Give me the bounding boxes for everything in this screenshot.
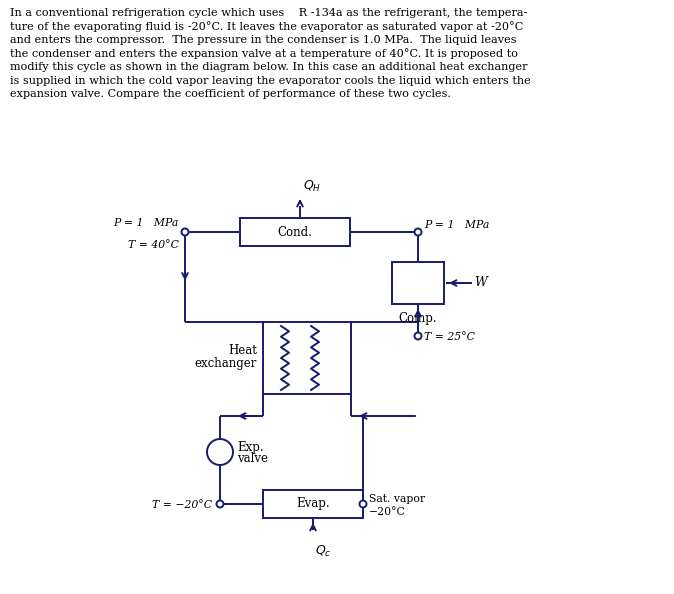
Text: Exp.: Exp. xyxy=(237,441,264,453)
Text: Cond.: Cond. xyxy=(278,226,313,239)
Text: Sat. vapor: Sat. vapor xyxy=(369,494,425,504)
Text: T = −20°C: T = −20°C xyxy=(152,500,212,510)
Text: Evap.: Evap. xyxy=(296,498,330,510)
Text: modify this cycle as shown in the diagram below. In this case an additional heat: modify this cycle as shown in the diagra… xyxy=(10,62,528,72)
Circle shape xyxy=(216,501,224,507)
Circle shape xyxy=(207,439,233,465)
Text: Comp.: Comp. xyxy=(399,312,437,325)
Text: In a conventional refrigeration cycle which uses    R -134a as the refrigerant, : In a conventional refrigeration cycle wh… xyxy=(10,8,527,18)
Text: and enters the compressor.  The pressure in the condenser is 1.0 MPa.  The liqui: and enters the compressor. The pressure … xyxy=(10,35,516,45)
Text: is supplied in which the cold vapor leaving the evaporator cools the liquid whic: is supplied in which the cold vapor leav… xyxy=(10,75,530,86)
Text: $Q_H$: $Q_H$ xyxy=(303,179,321,194)
Bar xyxy=(392,262,444,304)
Text: T = 25°C: T = 25°C xyxy=(424,332,475,342)
Text: exchanger: exchanger xyxy=(195,358,257,371)
Text: ture of the evaporating fluid is -20°C. It leaves the evaporator as saturated va: ture of the evaporating fluid is -20°C. … xyxy=(10,21,524,33)
Bar xyxy=(263,490,363,518)
Text: expansion valve. Compare the coefficient of performance of these two cycles.: expansion valve. Compare the coefficient… xyxy=(10,89,451,99)
Text: the condenser and enters the expansion valve at a temperature of 40°C. It is pro: the condenser and enters the expansion v… xyxy=(10,49,518,59)
Text: P = 1   MPa: P = 1 MPa xyxy=(114,218,179,228)
Bar xyxy=(263,322,351,394)
Circle shape xyxy=(181,229,189,235)
Text: Heat: Heat xyxy=(228,343,257,356)
Circle shape xyxy=(415,333,421,340)
Bar xyxy=(240,218,350,246)
Text: W: W xyxy=(474,276,487,289)
Text: P = 1   MPa: P = 1 MPa xyxy=(424,220,489,230)
Text: $Q_c$: $Q_c$ xyxy=(315,544,332,559)
Circle shape xyxy=(415,229,421,235)
Text: valve: valve xyxy=(237,453,268,466)
Text: −20°C: −20°C xyxy=(369,507,406,517)
Circle shape xyxy=(359,501,367,507)
Text: T = 40°C: T = 40°C xyxy=(128,240,179,250)
